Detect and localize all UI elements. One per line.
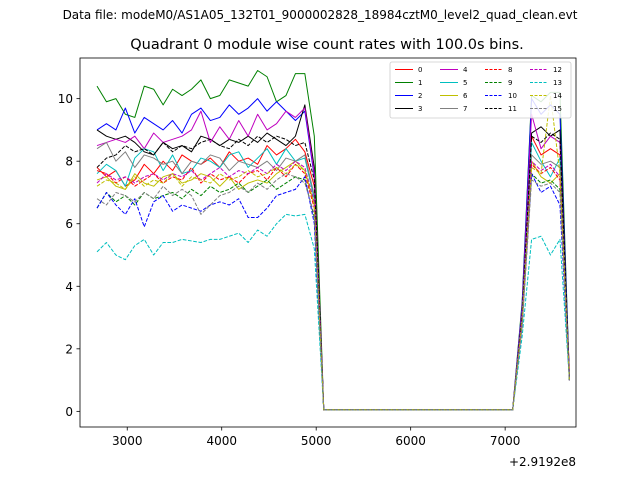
legend-box	[389, 61, 572, 119]
series-line-5	[96, 141, 570, 411]
legend-label: 9	[508, 79, 512, 87]
legend-label: 2	[418, 92, 422, 100]
y-tick-label: 10	[58, 92, 73, 106]
legend-item-10: 10	[485, 92, 517, 100]
axes-frame	[79, 57, 577, 428]
legend-item-5: 5	[440, 79, 467, 87]
legend-item-0: 0	[395, 66, 422, 74]
legend-label: 7	[463, 105, 467, 113]
y-tick-label: 8	[65, 155, 73, 169]
series-line-12	[96, 160, 570, 411]
legend-item-3: 3	[395, 105, 422, 113]
y-tick-label: 2	[65, 342, 73, 356]
x-tick-label: 6000	[395, 434, 426, 448]
legend-item-2: 2	[395, 92, 422, 100]
series-line-4	[96, 107, 570, 411]
legend-item-1: 1	[395, 79, 422, 87]
series-line-11	[96, 132, 570, 411]
y-tick-label: 4	[65, 280, 73, 294]
legend-label: 4	[463, 66, 468, 74]
legend-item-15: 15	[530, 105, 562, 113]
legend-label: 12	[553, 66, 562, 74]
legend-label: 3	[418, 105, 422, 113]
x-tick-label: 3000	[112, 434, 143, 448]
legend-item-11: 11	[485, 105, 517, 113]
legend-item-13: 13	[530, 79, 562, 87]
legend-item-8: 8	[485, 66, 512, 74]
legend-item-4: 4	[440, 66, 468, 74]
x-offset-label: +2.9192e8	[509, 455, 576, 469]
legend-item-12: 12	[530, 66, 562, 74]
series-line-15	[96, 173, 570, 411]
legend-label: 1	[418, 79, 422, 87]
series-line-10	[96, 173, 570, 411]
legend-item-7: 7	[440, 105, 467, 113]
legend-item-14: 14	[530, 92, 562, 100]
legend-item-9: 9	[485, 79, 512, 87]
x-tick-label: 4000	[206, 434, 237, 448]
legend-label: 11	[508, 105, 517, 113]
legend-item-6: 6	[440, 92, 468, 100]
x-tick-label: 5000	[301, 434, 332, 448]
series-line-0	[96, 135, 570, 411]
series-line-13	[96, 213, 570, 411]
legend-label: 10	[508, 92, 517, 100]
x-tick-label: 7000	[490, 434, 521, 448]
series-line-7	[96, 141, 570, 411]
figure-suptitle: Data file: modeM0/AS1A05_132T01_90000028…	[62, 8, 578, 22]
series-line-6	[96, 160, 570, 411]
legend-label: 13	[553, 79, 562, 87]
chart-title: Quadrant 0 module wise count rates with …	[130, 37, 524, 53]
legend-label: 14	[553, 92, 562, 100]
series-lines	[96, 70, 570, 411]
series-line-9	[96, 173, 570, 411]
series-line-1	[96, 70, 570, 411]
legend-label: 6	[463, 92, 468, 100]
y-tick-label: 0	[65, 405, 73, 419]
legend-label: 8	[508, 66, 512, 74]
legend-label: 0	[418, 66, 422, 74]
series-line-8	[96, 163, 570, 411]
series-line-14	[96, 95, 570, 411]
legend-label: 15	[553, 105, 562, 113]
legend-label: 5	[463, 79, 467, 87]
series-line-3	[96, 104, 570, 411]
y-tick-label: 6	[65, 217, 73, 231]
plot-area	[96, 70, 570, 411]
